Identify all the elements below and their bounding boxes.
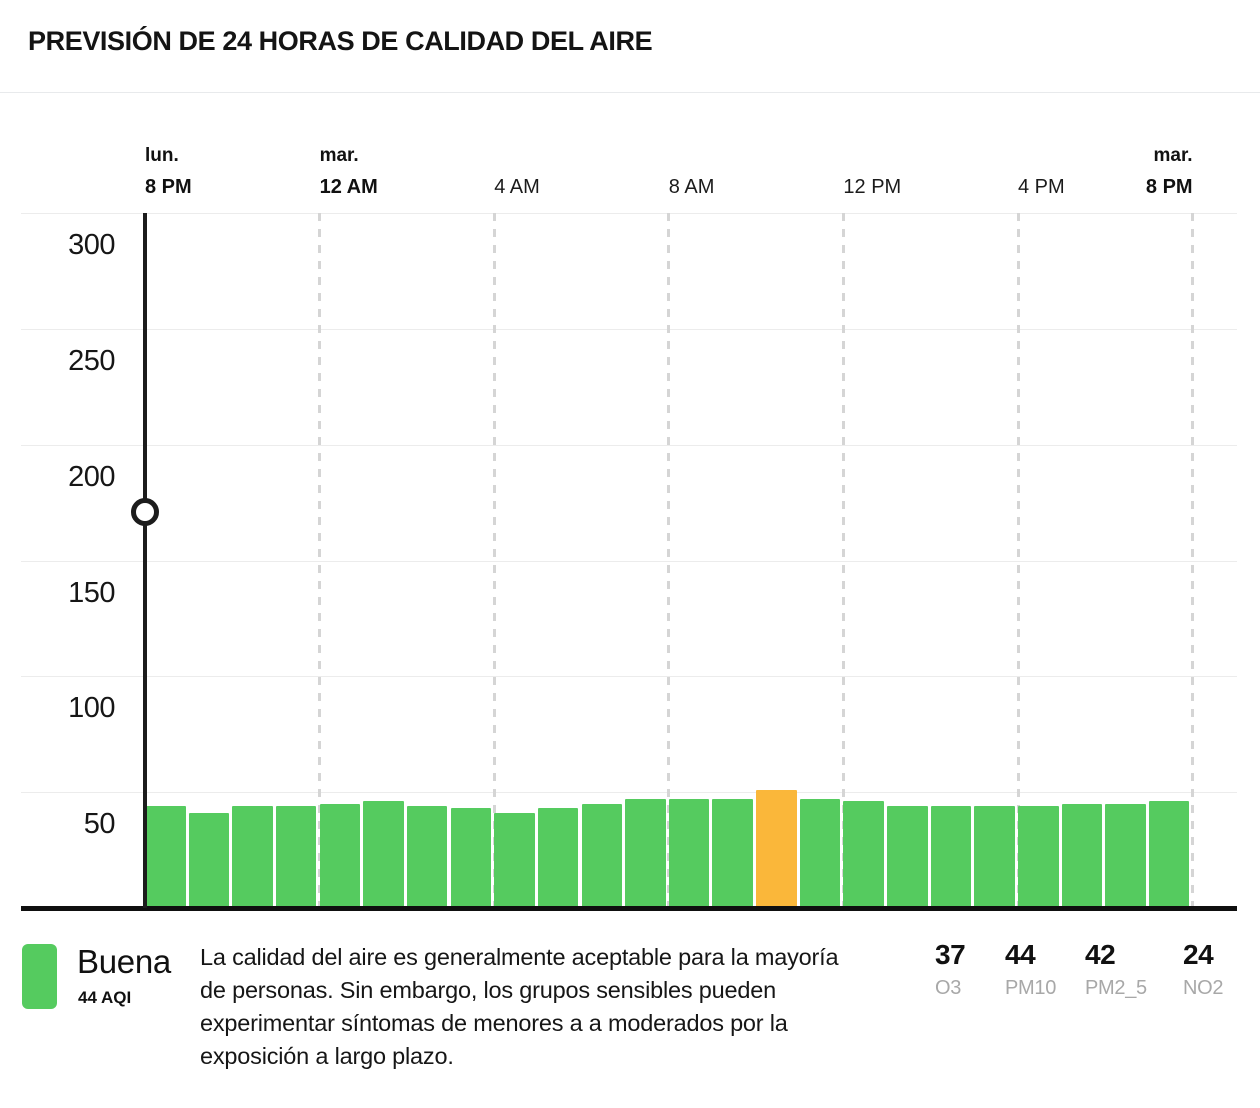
y-gridline bbox=[21, 444, 1237, 446]
y-axis-tick-label: 300 bbox=[68, 229, 115, 261]
aqi-bar[interactable] bbox=[1061, 803, 1103, 908]
day-label: mar. bbox=[319, 145, 359, 166]
pollutant-value: 42 bbox=[1085, 939, 1116, 970]
aqi-bar[interactable] bbox=[887, 806, 928, 908]
hour-label: 4 AM bbox=[494, 176, 540, 198]
page-title: PREVISIÓN DE 24 HORAS DE CALIDAD DEL AIR… bbox=[28, 26, 653, 56]
aqi-bar[interactable] bbox=[145, 806, 186, 908]
aqi-bar[interactable] bbox=[319, 803, 361, 908]
hour-label: 8 PM bbox=[145, 176, 192, 198]
y-axis-tick-label: 50 bbox=[83, 808, 116, 841]
time-axis-label: 4 AM bbox=[494, 146, 644, 197]
time-axis-label: 4 PM bbox=[1018, 146, 1168, 197]
hour-label: 4 PM bbox=[1018, 176, 1065, 198]
aqi-bar[interactable] bbox=[494, 813, 535, 908]
y-gridline bbox=[21, 560, 1237, 562]
time-gridline bbox=[667, 213, 671, 906]
aqi-bar[interactable] bbox=[450, 808, 492, 908]
time-gridline bbox=[841, 213, 845, 906]
pollutant-no2: 24 NO2 bbox=[1183, 939, 1224, 999]
y-gridline bbox=[21, 676, 1237, 678]
aqi-bar[interactable] bbox=[799, 799, 841, 908]
aqi-bar[interactable] bbox=[625, 799, 666, 908]
hour-label: 12 PM bbox=[843, 176, 902, 198]
day-label: mar. bbox=[1153, 145, 1193, 166]
aqi-description: La calidad del aire es generalmente acep… bbox=[200, 944, 839, 1069]
pollutant-name: PM10 bbox=[1005, 977, 1057, 999]
time-gridline bbox=[318, 213, 322, 906]
aqi-bar[interactable] bbox=[363, 801, 404, 908]
pollutant-value: 24 bbox=[1183, 939, 1214, 970]
pollutant-name: O3 bbox=[935, 977, 962, 999]
y-axis-tick-label: 250 bbox=[68, 344, 115, 377]
hour-label: 8 AM bbox=[668, 176, 715, 198]
time-axis-label: 8 AM bbox=[669, 146, 819, 197]
aqi-value-label: 44 AQI bbox=[78, 988, 132, 1007]
aqi-bar[interactable] bbox=[668, 799, 710, 908]
aqi-bar[interactable] bbox=[581, 803, 622, 908]
time-gridline bbox=[1016, 213, 1020, 906]
aqi-bar[interactable] bbox=[188, 813, 230, 908]
aqi-bar[interactable] bbox=[974, 806, 1015, 908]
y-gridline bbox=[21, 213, 1237, 214]
pollutant-value: 37 bbox=[935, 939, 966, 970]
aqi-bar[interactable] bbox=[930, 806, 972, 908]
time-axis-label: lun. 8 PM bbox=[145, 146, 295, 197]
y-axis-tick-label: 150 bbox=[68, 576, 115, 609]
time-axis-label: 12 PM bbox=[843, 146, 993, 197]
pollutant-pm10: 44 PM10 bbox=[1005, 939, 1057, 999]
title-divider bbox=[0, 92, 1260, 93]
aqi-bar[interactable] bbox=[1105, 803, 1146, 908]
pollutant-o3: 37 O3 bbox=[935, 939, 966, 999]
x-axis-baseline bbox=[21, 906, 1237, 911]
time-gridline bbox=[492, 213, 496, 906]
pollutant-name: NO2 bbox=[1183, 977, 1224, 999]
pollutant-name: PM2_5 bbox=[1085, 977, 1147, 999]
aqi-bar[interactable] bbox=[537, 808, 579, 908]
time-axis-label: mar. 12 AM bbox=[320, 146, 470, 197]
day-label: lun. bbox=[145, 145, 179, 166]
hour-label: 12 AM bbox=[319, 176, 378, 198]
pollutant-pm2_5: 42 PM2_5 bbox=[1085, 939, 1147, 999]
aqi-bar[interactable] bbox=[406, 806, 448, 908]
aqi-bar[interactable] bbox=[232, 806, 273, 908]
aqi-bar[interactable] bbox=[756, 789, 797, 908]
hour-label: 8 PM bbox=[1145, 176, 1193, 198]
aqi-bar[interactable] bbox=[1018, 806, 1059, 908]
aqi-category-swatch bbox=[22, 944, 57, 1009]
y-gridline bbox=[21, 792, 1237, 794]
aqi-bar[interactable] bbox=[843, 801, 884, 908]
current-time-line bbox=[143, 213, 147, 908]
y-axis-tick-label: 200 bbox=[68, 460, 115, 493]
time-axis-label: mar. 8 PM bbox=[1043, 146, 1193, 197]
aqi-bar[interactable] bbox=[1148, 801, 1190, 908]
aqi-bar[interactable] bbox=[275, 806, 317, 908]
y-axis-tick-label: 100 bbox=[68, 692, 115, 725]
time-scrubber-handle[interactable] bbox=[131, 498, 159, 526]
y-gridline bbox=[21, 328, 1237, 330]
pollutant-value: 44 bbox=[1005, 939, 1036, 970]
aqi-category-label: Buena bbox=[77, 943, 171, 980]
aqi-bar[interactable] bbox=[712, 799, 753, 908]
time-gridline bbox=[1191, 213, 1195, 906]
